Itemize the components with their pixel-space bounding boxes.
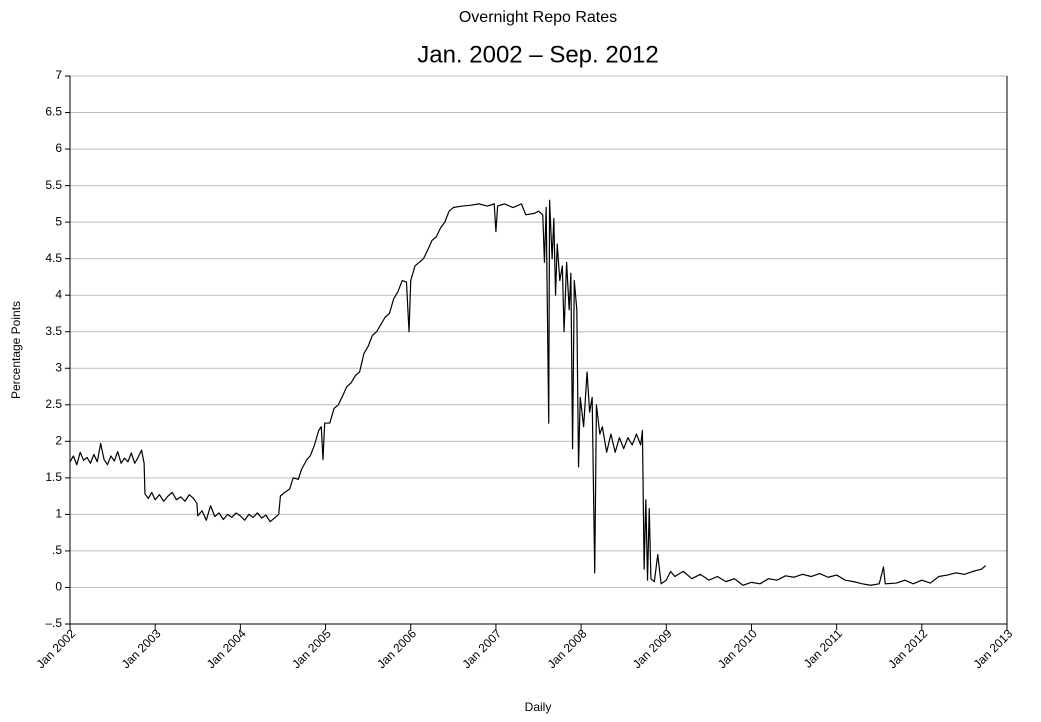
x-tick-label: Jan 2004 [204,626,249,671]
x-tick-label: Jan 2009 [630,626,675,671]
x-tick-label: Jan 2010 [715,626,760,671]
chart-title: Overnight Repo Rates [459,9,617,26]
chart-subtitle: Jan. 2002 – Sep. 2012 [417,41,659,68]
x-tick-label: Jan 2006 [374,626,419,671]
y-tick-label: 2 [55,434,62,448]
x-tick-label: Jan 2003 [119,626,164,671]
x-tick-label: Jan 2008 [545,626,590,671]
x-tick-label: Jan 2013 [971,626,1016,671]
y-tick-label: 3.5 [45,324,62,338]
x-tick-label: Jan 2005 [289,626,334,671]
y-tick-label: 0 [55,580,62,594]
x-axis-label: Daily [525,700,552,714]
y-tick-label: 7 [55,68,62,82]
y-tick-label: –.5 [45,616,62,630]
y-tick-label: 5.5 [45,178,62,192]
y-tick-label: 5 [55,214,62,228]
y-tick-label: 1.5 [45,470,62,484]
x-tick-label: Jan 2002 [34,626,79,671]
series-line [69,199,987,586]
y-tick-label: 4.5 [45,251,62,265]
x-tick-label: Jan 2011 [801,626,845,670]
y-tick-label: 2.5 [45,397,62,411]
y-tick-label: 6 [55,141,62,155]
y-tick-label: 6.5 [45,105,62,119]
x-tick-label: Jan 2007 [459,626,504,671]
y-tick-label: 3 [55,360,62,374]
y-tick-label: 1 [55,507,62,521]
y-axis-label: Percentage Points [9,301,23,399]
y-tick-label: 4 [55,287,62,301]
x-tick-label: Jan 2012 [885,626,930,671]
y-tick-label: .5 [52,543,62,557]
